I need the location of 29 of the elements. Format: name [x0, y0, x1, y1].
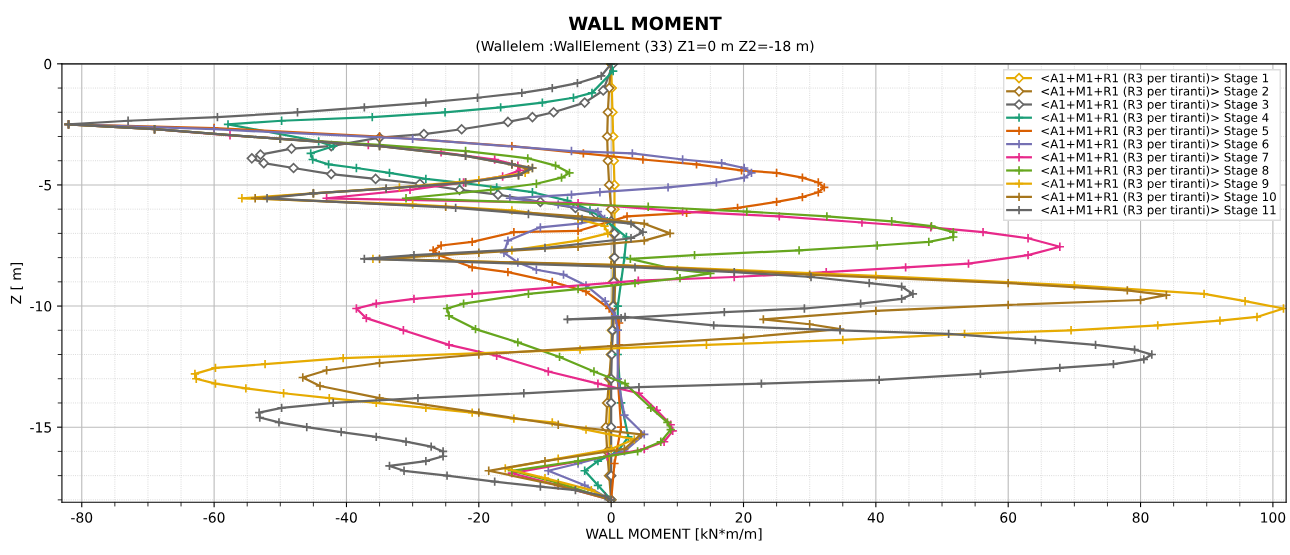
legend-label: <A1+M1+R1 (R3 per tiranti)> Stage 8: [1041, 165, 1269, 178]
x-tick-label: -20: [468, 512, 490, 523]
y-axis-title: Z [ m]: [10, 262, 23, 304]
chart-title: WALL MOMENT: [568, 16, 722, 31]
x-tick-label: -60: [203, 512, 225, 523]
y-tick-label: 0: [44, 58, 52, 70]
legend-label: <A1+M1+R1 (R3 per tiranti)> Stage 11: [1041, 205, 1276, 217]
x-tick-label: 60: [1000, 512, 1017, 523]
legend-label: <A1+M1+R1 (R3 per tiranti)> Stage 10: [1041, 192, 1276, 204]
y-tick-label: -15: [30, 422, 51, 433]
legend-label: <A1+M1+R1 (R3 per tiranti)> Stage 2: [1041, 86, 1268, 98]
x-tick-label: 80: [1132, 512, 1149, 523]
y-tick-label: -5: [39, 180, 51, 191]
legend-label: <A1+M1+R1 (R3 per tiranti)> Stage 5: [1041, 126, 1269, 138]
x-tick-label: -40: [335, 512, 357, 523]
x-tick-label: 0: [607, 512, 615, 523]
y-tick-label: -10: [30, 301, 52, 312]
x-tick-label: 20: [735, 512, 752, 523]
x-tick-label: 40: [867, 512, 884, 523]
x-tick-label: 100: [1261, 512, 1286, 523]
legend-label: <A1+M1+R1 (R3 per tiranti)> Stage 6: [1041, 139, 1269, 151]
x-tick-label: -80: [71, 512, 93, 523]
legend-label: <A1+M1+R1 (R3 per tiranti)> Stage 7: [1041, 152, 1269, 164]
legend-label: <A1+M1+R1 (R3 per tiranti)> Stage 1: [1041, 73, 1269, 85]
legend-label: <A1+M1+R1 (R3 per tiranti)> Stage 9: [1041, 178, 1269, 191]
legend-label: <A1+M1+R1 (R3 per tiranti)> Stage 4: [1041, 112, 1269, 125]
legend-label: <A1+M1+R1 (R3 per tiranti)> Stage 3: [1041, 99, 1269, 112]
chart-subtitle: (Wallelem :WallElement (33) Z1=0 m Z2=-18 m): [476, 40, 814, 53]
x-axis-title: WALL MOMENT [kN*m/m]: [585, 528, 762, 541]
